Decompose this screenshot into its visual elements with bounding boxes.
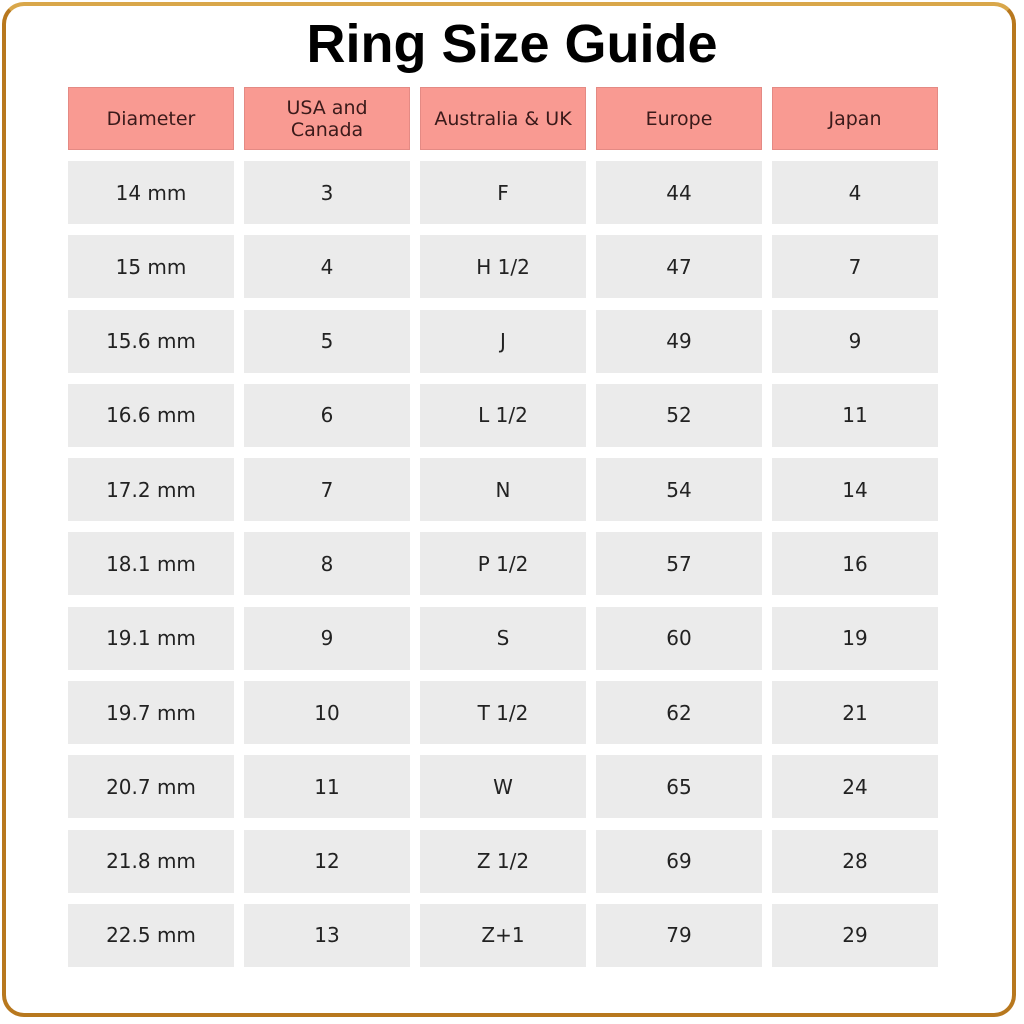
table-cell: 44	[596, 161, 762, 224]
table-cell: 15 mm	[68, 235, 234, 299]
column-header: Europe	[596, 87, 762, 150]
table-cell: 14	[772, 458, 938, 522]
table-cell: P 1/2	[420, 532, 586, 596]
table-cell: W	[420, 755, 586, 819]
table-cell: 9	[244, 606, 410, 670]
table-cell: 19.1 mm	[68, 606, 234, 670]
table-cell: 15.6 mm	[68, 309, 234, 373]
column-header: Japan	[772, 87, 938, 150]
table-cell: 79	[596, 903, 762, 967]
table-cell: 57	[596, 532, 762, 596]
table-cell: 29	[772, 903, 938, 967]
table-cell: 7	[772, 235, 938, 299]
table-cell: 21	[772, 681, 938, 745]
page-title: Ring Size Guide	[306, 14, 718, 74]
table-cell: 18.1 mm	[68, 532, 234, 596]
table-cell: 12	[244, 829, 410, 893]
table-cell: 6	[244, 383, 410, 447]
table-cell: J	[420, 309, 586, 373]
table-cell: Z+1	[420, 903, 586, 967]
table-cell: 13	[244, 903, 410, 967]
table-cell: H 1/2	[420, 235, 586, 299]
table-cell: 16	[772, 532, 938, 596]
table-cell: 4	[772, 161, 938, 224]
table-cell: 7	[244, 458, 410, 522]
table-cell: 19.7 mm	[68, 681, 234, 745]
column-header: Diameter	[68, 87, 234, 150]
table-cell: 11	[772, 383, 938, 447]
table-cell: 22.5 mm	[68, 903, 234, 967]
table-cell: 9	[772, 309, 938, 373]
table-cell: 10	[244, 681, 410, 745]
table-cell: 19	[772, 606, 938, 670]
table-cell: 65	[596, 755, 762, 819]
table-cell: 69	[596, 829, 762, 893]
column-header: Australia & UK	[420, 87, 586, 150]
table-cell: F	[420, 161, 586, 224]
table-cell: 47	[596, 235, 762, 299]
column-header: USA and Canada	[244, 87, 410, 150]
table-cell: 28	[772, 829, 938, 893]
table-cell: 16.6 mm	[68, 383, 234, 447]
table-cell: S	[420, 606, 586, 670]
ring-size-table: Diameter USA and Canada Australia & UK Euro…	[68, 87, 938, 978]
table-cell: 21.8 mm	[68, 829, 234, 893]
table-cell: Z 1/2	[420, 829, 586, 893]
table-cell: 24	[772, 755, 938, 819]
table-cell: 8	[244, 532, 410, 596]
table-cell: 62	[596, 681, 762, 745]
table-cell: 4	[244, 235, 410, 299]
table-cell: 52	[596, 383, 762, 447]
table-cell: L 1/2	[420, 383, 586, 447]
table-cell: 3	[244, 161, 410, 224]
table-cell: 5	[244, 309, 410, 373]
table-cell: 20.7 mm	[68, 755, 234, 819]
table-cell: 11	[244, 755, 410, 819]
table-cell: 60	[596, 606, 762, 670]
table-cell: 17.2 mm	[68, 458, 234, 522]
table-cell: N	[420, 458, 586, 522]
table-cell: 54	[596, 458, 762, 522]
table-cell: 49	[596, 309, 762, 373]
table-cell: T 1/2	[420, 681, 586, 745]
table-cell: 14 mm	[68, 161, 234, 224]
